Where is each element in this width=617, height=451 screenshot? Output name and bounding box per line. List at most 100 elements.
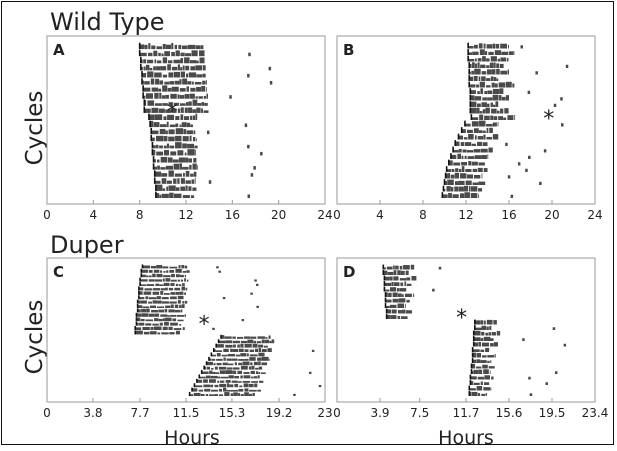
activity-bar: [184, 57, 190, 64]
activity-bar: [194, 81, 202, 85]
activity-bar: [238, 362, 243, 366]
activity-bar: [472, 182, 479, 185]
activity-bar: [225, 340, 232, 344]
activity-bar: [476, 359, 481, 363]
asterisk-marker: *: [167, 100, 178, 125]
activity-bar: [138, 322, 145, 326]
stray-activity: [522, 338, 525, 341]
activity-bar: [144, 100, 147, 106]
activity-bar: [216, 362, 222, 366]
activity-bar: [154, 318, 159, 322]
activity-bar: [169, 301, 177, 304]
activity-bar: [203, 95, 207, 99]
activity-bar: [173, 193, 182, 198]
stray-activity: [528, 155, 531, 159]
activity-bar: [226, 358, 232, 361]
activity-bar: [465, 168, 472, 172]
activity-bar: [487, 154, 489, 159]
activity-bar: [384, 289, 390, 292]
activity-bar: [489, 325, 492, 330]
activity-bar: [400, 282, 404, 286]
activity-bar: [194, 145, 198, 149]
activity-bar: [180, 178, 185, 184]
activity-bar: [483, 369, 489, 374]
activity-bar: [190, 66, 196, 71]
activity-bar: [492, 43, 496, 49]
wild-type-heading: Wild Type: [50, 8, 165, 36]
activity-bar: [473, 337, 481, 341]
activity-bar: [164, 321, 169, 326]
activity-bar: [186, 130, 193, 135]
duper-heading: Duper: [50, 231, 124, 259]
activity-bar: [413, 293, 415, 297]
activity-bar: [200, 393, 205, 396]
activity-bar: [153, 326, 162, 330]
activity-bar: [481, 393, 486, 396]
activity-bar: [160, 270, 163, 273]
activity-bar: [158, 318, 163, 322]
activity-bar: [163, 150, 170, 156]
activity-bar: [179, 163, 182, 170]
activity-bar: [216, 353, 221, 357]
activity-bar: [170, 151, 177, 156]
activity-bar: [485, 85, 491, 88]
activity-bar: [160, 66, 167, 71]
activity-bar: [148, 279, 155, 282]
activity-bar: [450, 154, 457, 159]
activity-bar: [192, 388, 198, 392]
activity-bar: [190, 195, 195, 198]
activity-bar: [251, 365, 255, 370]
activity-bar: [487, 69, 492, 75]
activity-bar: [171, 66, 178, 71]
activity-bar: [393, 282, 400, 286]
activity-bar: [398, 293, 402, 297]
activity-bar: [251, 376, 254, 379]
activity-bar: [490, 115, 494, 120]
activity-bar: [187, 44, 196, 50]
activity-bar: [391, 281, 394, 286]
activity-bar: [201, 102, 205, 106]
activity-bar: [233, 344, 236, 348]
activity-bar: [202, 73, 206, 78]
activity-bar: [263, 345, 268, 348]
x-tick-label: 11.5: [173, 406, 200, 420]
activity-bar: [448, 192, 452, 198]
activity-bar: [257, 389, 261, 392]
activity-bar: [508, 44, 509, 49]
activity-bar: [234, 383, 239, 388]
activity-bar: [471, 391, 478, 396]
x-tick-label: 15.3: [219, 406, 246, 420]
activity-bar: [498, 116, 503, 120]
activity-bar: [182, 195, 190, 198]
activity-bar: [156, 296, 161, 300]
activity-bar: [242, 361, 250, 366]
activity-bar: [184, 274, 186, 278]
activity-bar: [482, 364, 488, 369]
activity-bar: [461, 162, 468, 166]
activity-bar: [483, 43, 486, 49]
activity-bar: [471, 121, 479, 127]
activity-bar: [392, 298, 399, 303]
activity-bar: [244, 336, 251, 339]
activity-bar: [468, 186, 471, 192]
activity-bar: [233, 392, 238, 396]
activity-bar: [170, 314, 177, 317]
activity-bar: [240, 353, 247, 357]
activity-bar: [508, 51, 514, 55]
activity-bar: [201, 108, 203, 113]
stray-activity: [311, 349, 315, 352]
activity-bar: [397, 270, 401, 275]
activity-bar: [164, 317, 172, 322]
x-axis-label-left: Hours: [164, 427, 220, 447]
activity-bar: [470, 381, 474, 385]
activity-bar: [144, 81, 150, 85]
activity-bar: [171, 51, 175, 57]
activity-bar: [202, 80, 206, 85]
activity-bar: [185, 180, 191, 184]
activity-bar: [484, 90, 488, 94]
activity-bar: [486, 44, 493, 49]
activity-bar: [251, 381, 259, 383]
stray-activity: [293, 393, 296, 396]
activity-bar: [167, 114, 175, 120]
activity-bar: [474, 320, 481, 325]
